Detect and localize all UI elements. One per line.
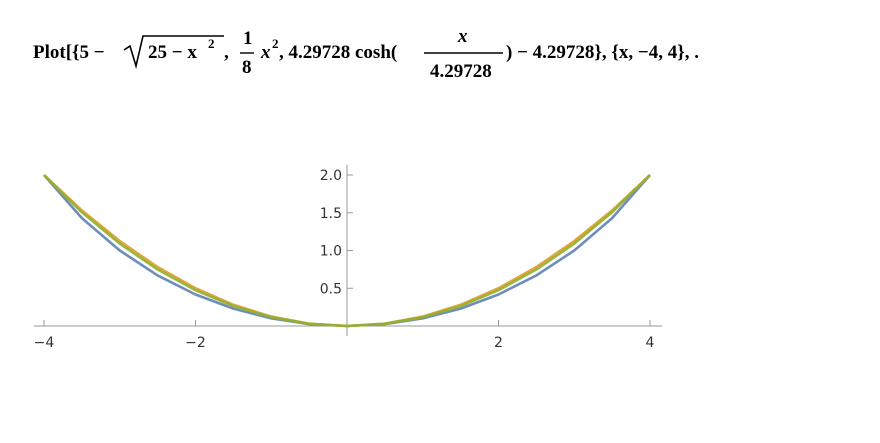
- x-tick-label: 2: [494, 335, 503, 351]
- plot: −4 −2 2 4 0.5 1.0 1.5 2.0: [34, 165, 662, 351]
- cosh-part: , 4.29728 cosh(: [279, 42, 397, 63]
- cosh-numerator: x: [457, 26, 468, 47]
- fraction-denominator: 8: [242, 57, 252, 78]
- term-power: 2: [272, 36, 279, 51]
- x-tick-label: 4: [646, 335, 655, 351]
- radicand-power: 2: [208, 36, 215, 51]
- formula: Plot[{5 − 25 − x 2 , 1 8 x 2 , 4.29728 c…: [33, 26, 699, 82]
- y-tick-label: 1.5: [320, 206, 342, 222]
- line-series: [43, 174, 651, 328]
- cosh-denominator: 4.29728: [430, 61, 492, 82]
- comma: ,: [224, 42, 229, 63]
- formula-prefix: Plot[{5 −: [33, 42, 105, 63]
- y-tick-label: 0.5: [320, 281, 342, 297]
- x-tick-label: −2: [185, 335, 206, 351]
- sqrt-sign: [123, 35, 224, 70]
- x-tick-label: −4: [34, 335, 55, 351]
- term-x: x: [260, 42, 271, 63]
- fraction-numerator: 1: [243, 28, 253, 49]
- formula-suffix: ) − 4.29728}, {x, −4, 4}, .: [506, 42, 699, 63]
- y-tick-label: 1.0: [320, 244, 342, 260]
- y-tick-label: 2.0: [320, 168, 342, 184]
- radicand: 25 − x: [148, 42, 197, 63]
